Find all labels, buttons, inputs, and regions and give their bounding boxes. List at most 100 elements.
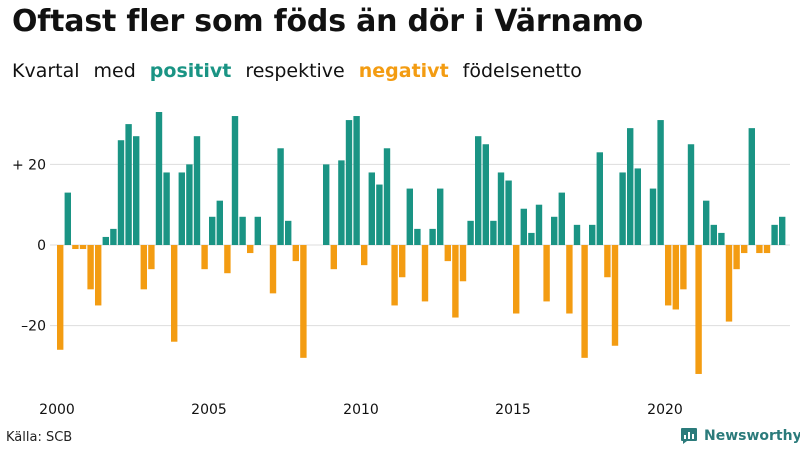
bar (133, 136, 140, 245)
subtitle-text-4: födelsenetto (462, 60, 582, 82)
bar (687, 144, 695, 245)
bar (383, 148, 391, 245)
bar (216, 200, 223, 245)
bar (57, 245, 64, 350)
newsworthy-icon (681, 428, 697, 444)
bar (201, 245, 208, 270)
bar (300, 245, 307, 358)
bar (155, 112, 163, 245)
bar (148, 245, 155, 270)
source-note: Källa: SCB (6, 430, 73, 445)
bar (763, 245, 771, 254)
x-tick-label: 2020 (647, 402, 683, 418)
bar (209, 216, 216, 245)
bar (376, 184, 383, 245)
y-tick-label: 0 (37, 238, 46, 254)
bar (444, 245, 451, 262)
bar (368, 172, 375, 245)
bar (558, 192, 565, 245)
bar (543, 245, 550, 302)
brand-name: Newsworthy (704, 428, 800, 444)
bar (505, 180, 512, 245)
bar (528, 232, 535, 245)
bar (482, 144, 489, 245)
y-tick-label: + 20 (12, 157, 46, 173)
bar (665, 245, 672, 306)
brand-logo: Newsworthy (680, 427, 800, 445)
bar (125, 124, 132, 245)
chart-subtitle: Kvartal med positivt respektive negativt föde… (12, 60, 596, 82)
bar (95, 245, 102, 306)
bar (459, 245, 467, 282)
bar (140, 245, 147, 290)
bar (186, 164, 193, 245)
bar (110, 228, 117, 245)
bar (361, 245, 368, 266)
subtitle-text-1: Kvartal (12, 60, 80, 82)
bar (437, 188, 444, 245)
y-axis-ticks: + 20 0 –20 (12, 157, 46, 334)
bar (64, 192, 71, 245)
bar (117, 140, 125, 245)
bar (611, 245, 619, 346)
bar (710, 224, 717, 245)
bar (452, 245, 459, 318)
bar (254, 216, 261, 245)
subtitle-positive: positivt (149, 60, 232, 82)
bar (725, 245, 733, 322)
bar (193, 136, 201, 245)
bar (163, 172, 170, 245)
bar (231, 116, 239, 245)
bar (467, 220, 474, 245)
x-tick-label: 2010 (343, 402, 379, 418)
subtitle-text-3: respektive (245, 60, 345, 82)
bar (703, 200, 710, 245)
bar (224, 245, 231, 274)
x-tick-label: 2005 (191, 402, 227, 418)
bar (171, 245, 178, 342)
bar (330, 245, 337, 270)
bar (269, 245, 277, 294)
bar (102, 236, 109, 245)
bar (285, 220, 292, 245)
bar (581, 245, 588, 358)
bar (672, 245, 679, 310)
bar (779, 216, 786, 245)
bar (513, 245, 520, 314)
bar (338, 160, 345, 245)
bar (573, 224, 581, 245)
bar (391, 245, 398, 306)
chart-title: Oftast fler som föds än dör i Värnamo (12, 4, 644, 39)
bar (178, 172, 185, 245)
bar (695, 245, 702, 374)
subtitle-negative: negativt (358, 60, 449, 82)
subtitle-text-2: med (93, 60, 136, 82)
bar (79, 245, 87, 250)
bar (649, 188, 657, 245)
bar (771, 224, 778, 245)
bar (657, 120, 664, 245)
bar (589, 224, 596, 245)
bar (520, 208, 527, 245)
bar (497, 172, 505, 245)
bar (414, 228, 421, 245)
bar (87, 245, 94, 290)
bars (57, 112, 786, 374)
bar (72, 245, 79, 250)
bar (247, 245, 254, 254)
bar (718, 232, 725, 245)
bar (566, 245, 573, 314)
bar (239, 216, 246, 245)
bar (475, 136, 482, 245)
y-tick-label: –20 (21, 319, 46, 335)
bar (323, 164, 330, 245)
bar (551, 216, 558, 245)
bar (429, 228, 436, 245)
bar (756, 245, 763, 254)
x-tick-label: 2000 (39, 402, 75, 418)
bar (421, 245, 429, 302)
bar (634, 168, 641, 245)
bar (535, 204, 543, 245)
x-tick-label: 2015 (495, 402, 531, 418)
